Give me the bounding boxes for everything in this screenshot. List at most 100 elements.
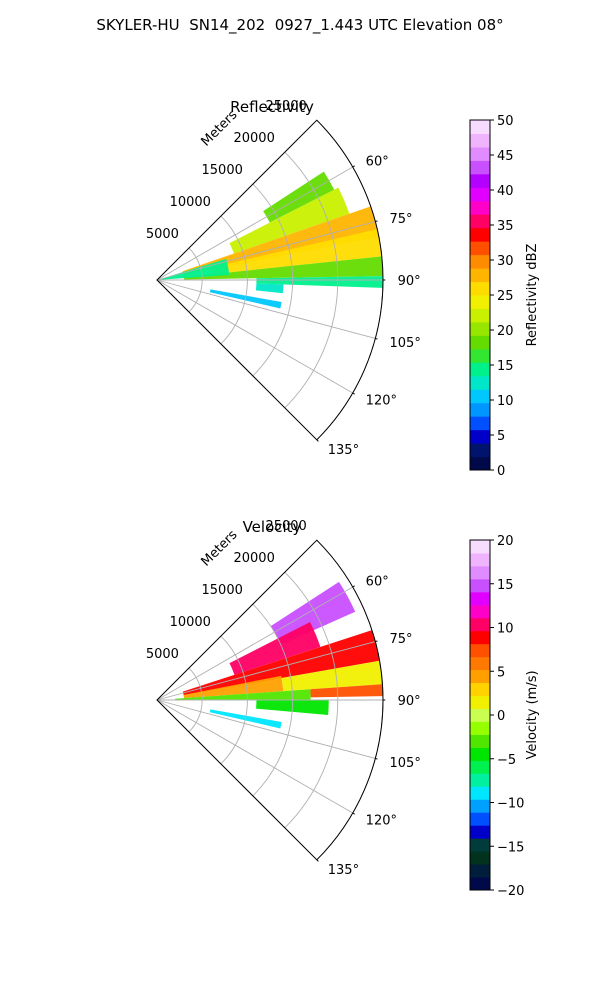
colorbar-tick-label: −20: [497, 884, 524, 899]
colorbar-swatch: [470, 552, 490, 567]
colorbar-tick-label: 5: [497, 665, 505, 680]
colorbar-tick-label: 0: [497, 464, 505, 479]
colorbar-swatch: [470, 214, 490, 229]
colorbar-tick-label: −5: [497, 753, 516, 768]
angle-tick-label: 90°: [398, 694, 421, 709]
figure-suptitle: SKYLER-HU SN14_202 0927_1.443 UTC Elevat…: [96, 16, 504, 34]
angle-tick: [352, 165, 355, 168]
colorbar-swatch: [470, 173, 490, 188]
colorbar-swatch: [470, 268, 490, 283]
echo-layer: [175, 581, 383, 729]
echo-region: [281, 660, 383, 692]
colorbar-tick-label: 40: [497, 184, 514, 199]
colorbar-swatch: [470, 416, 490, 431]
angle-tick: [316, 859, 319, 862]
echo-region: [256, 276, 383, 288]
echo-region: [175, 689, 311, 700]
colorbar-swatch: [470, 708, 490, 722]
colorbar-tick-label: 20: [497, 324, 514, 339]
panel-title: Velocity: [243, 518, 302, 536]
angle-tick-label: 60°: [366, 155, 389, 170]
angle-tick: [375, 758, 378, 760]
colorbar-swatch: [470, 375, 490, 390]
colorbar-tick-label: 10: [497, 622, 514, 637]
angle-tick-label: 120°: [366, 813, 397, 828]
colorbar-swatch: [470, 565, 490, 580]
angle-tick-label: 120°: [366, 393, 397, 408]
colorbar-swatch: [470, 851, 490, 865]
radial-gridline: [156, 699, 353, 814]
colorbar-tick-label: 45: [497, 149, 514, 164]
colorbar-swatch: [470, 669, 490, 684]
echo-region: [263, 171, 335, 223]
echo-region: [310, 684, 383, 698]
angle-tick: [316, 439, 319, 442]
colorbar-swatch: [470, 643, 490, 658]
colorbar-swatch: [470, 308, 490, 323]
colorbar-swatch: [470, 227, 490, 242]
colorbar-tick-label: 15: [497, 578, 514, 593]
radial-gridline: [156, 279, 353, 394]
radial-gridline: [156, 586, 353, 701]
sector-frame: [156, 539, 384, 861]
radial-tick-label: 25000: [265, 99, 306, 114]
colorbar-tick-label: −15: [497, 840, 524, 855]
echo-region: [229, 187, 350, 254]
colorbar-swatch: [470, 695, 490, 710]
radial-tick-label: 10000: [170, 195, 211, 210]
colorbar-tick-label: 15: [497, 359, 514, 374]
radial-tick-label: 5000: [146, 227, 179, 242]
colorbar-label: Velocity (m/s): [525, 670, 540, 759]
radial-gridline: [156, 166, 353, 281]
echo-region: [183, 675, 284, 699]
radial-tick-label: 15000: [202, 583, 243, 598]
polar-panel-reflectivity: 60° 75° 90° 105° 120° 135° 5000 10000 15000 20000…: [146, 98, 540, 479]
colorbar-tick-label: 50: [497, 114, 514, 129]
radial-tick-label: 20000: [233, 131, 274, 146]
colorbar-swatch: [470, 429, 490, 444]
colorbar-swatch: [470, 721, 490, 735]
echo-region: [229, 622, 321, 675]
colorbar-swatch: [470, 604, 490, 619]
colorbar-swatch: [470, 348, 490, 363]
radial-tick-label: 15000: [202, 163, 243, 178]
colorbar-swatch: [470, 133, 490, 148]
colorbar-swatch: [470, 656, 490, 671]
colorbar-swatch: [470, 540, 490, 554]
colorbar-swatch: [470, 456, 490, 471]
colorbar-swatch: [470, 864, 490, 878]
colorbar-swatch: [470, 241, 490, 256]
colorbar-swatch: [470, 747, 490, 761]
colorbar-swatch: [470, 682, 490, 697]
colorbar-swatch: [470, 838, 490, 852]
colorbar-swatch: [470, 760, 490, 774]
angle-tick-label: 105°: [390, 756, 421, 771]
colorbar-swatch: [470, 146, 490, 161]
radial-gridline: [156, 641, 376, 701]
sector-frame: [156, 119, 384, 441]
colorbar-swatch: [470, 402, 490, 417]
angle-tick-label: 75°: [390, 632, 413, 647]
colorbar-swatch: [470, 389, 490, 404]
radial-gridline: [156, 279, 376, 339]
colorbar-tick-label: 25: [497, 289, 514, 304]
colorbar-swatch: [470, 825, 490, 839]
colorbar-swatch: [470, 617, 490, 632]
radial-gridline: [156, 699, 376, 759]
radial-tick-label: 25000: [265, 519, 306, 534]
panel-title: Reflectivity: [230, 98, 314, 116]
colorbar-swatch: [470, 799, 490, 813]
radial-tick-label: 10000: [170, 615, 211, 630]
colorbar-swatch: [470, 812, 490, 826]
colorbar-swatch: [470, 630, 490, 645]
colorbar-swatch: [470, 120, 490, 134]
radial-gridline: [156, 221, 376, 281]
angle-tick-label: 135°: [328, 443, 359, 458]
colorbar-swatch: [470, 578, 490, 593]
colorbar-swatch: [470, 335, 490, 350]
radial-tick-label: 20000: [233, 551, 274, 566]
angle-tick: [375, 338, 378, 340]
colorbar: −20 −15 −10 −5 0 5 10 15 20 Velocity (m/s): [469, 534, 540, 899]
angle-tick-label: 60°: [366, 575, 389, 590]
